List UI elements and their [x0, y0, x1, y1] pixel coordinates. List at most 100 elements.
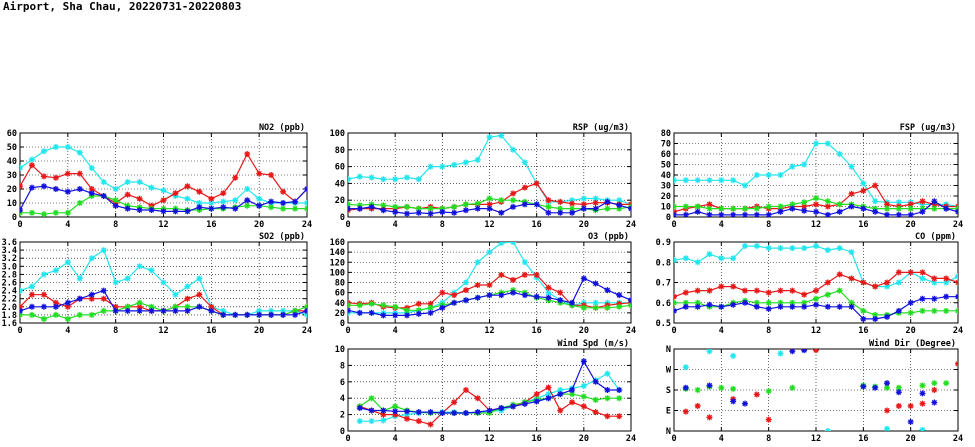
data-point-green	[580, 393, 587, 400]
x-tick-label: 0	[345, 326, 350, 336]
data-point-green	[392, 203, 399, 210]
chart-title: O3 (ppb)	[588, 232, 629, 242]
y-tick-label: 160	[330, 238, 345, 248]
y-tick-label: 2.0	[2, 303, 17, 313]
data-point-red	[813, 287, 819, 294]
data-point-blue	[348, 307, 351, 314]
x-tick-label: 20	[254, 326, 264, 336]
data-point-blue	[777, 303, 784, 310]
data-point-blue	[801, 349, 808, 354]
data-point-blue	[403, 408, 410, 415]
data-point-green	[765, 388, 772, 395]
data-point-blue	[268, 198, 275, 205]
data-point-blue	[682, 303, 689, 310]
data-point-red	[40, 173, 47, 180]
data-point-blue	[392, 408, 399, 415]
data-point-cyan	[76, 149, 83, 156]
data-point-red	[824, 203, 831, 210]
data-point-red	[557, 198, 564, 205]
data-point-blue	[20, 307, 23, 314]
data-point-red	[427, 421, 434, 428]
x-tick-label: 24	[626, 220, 636, 230]
data-point-red	[521, 271, 528, 278]
data-point-green	[403, 203, 410, 210]
data-point-blue	[88, 291, 95, 298]
data-point-green	[112, 197, 119, 204]
y-tick-label: 1.6	[2, 319, 17, 329]
data-point-blue	[545, 294, 552, 301]
x-tick-label: 20	[579, 326, 589, 336]
data-point-green	[415, 205, 422, 212]
series-group	[20, 144, 307, 217]
data-point-green	[474, 200, 481, 207]
data-point-blue	[557, 209, 564, 216]
data-point-green	[801, 299, 808, 306]
data-point-green	[486, 195, 493, 202]
data-point-blue	[368, 309, 375, 316]
data-point-green	[148, 303, 155, 310]
data-point-cyan	[895, 199, 902, 206]
data-point-blue	[569, 387, 576, 393]
data-point-cyan	[474, 259, 481, 266]
y-tick-label: 40	[335, 179, 345, 189]
data-point-red	[895, 269, 902, 276]
data-point-cyan	[813, 243, 819, 250]
y-tick-label: W	[666, 366, 672, 376]
data-point-cyan	[498, 133, 505, 139]
y-tick-label: 2.2	[2, 295, 17, 305]
data-point-blue	[112, 307, 119, 314]
data-point-red	[706, 201, 713, 208]
data-point-green	[40, 315, 47, 322]
data-point-blue	[160, 208, 167, 215]
data-point-green	[592, 396, 599, 403]
data-point-blue	[604, 387, 611, 393]
data-point-cyan	[789, 163, 796, 170]
data-point-blue	[592, 205, 599, 212]
data-point-green	[292, 205, 299, 212]
data-point-blue	[462, 297, 469, 304]
data-point-green	[777, 203, 784, 210]
x-tick-label: 20	[906, 220, 916, 230]
data-point-blue	[765, 305, 772, 312]
data-point-green	[789, 201, 796, 208]
x-tick-label: 12	[158, 220, 168, 230]
data-point-red	[439, 289, 446, 296]
data-point-red	[462, 287, 469, 294]
data-point-blue	[813, 301, 819, 308]
y-tick-label: 40	[7, 157, 17, 167]
y-tick-label: 0.9	[656, 238, 671, 248]
data-point-green	[943, 307, 950, 314]
chart-title: Wind Dir (Degree)	[869, 338, 956, 349]
data-point-blue	[136, 307, 143, 314]
data-point-green	[895, 205, 902, 212]
data-point-green	[884, 384, 890, 391]
y-tick-label: 3.4	[2, 246, 17, 256]
data-point-blue	[860, 383, 867, 390]
data-point-green	[64, 209, 71, 216]
y-tick-label: 60	[661, 150, 671, 160]
data-point-green	[706, 205, 713, 212]
y-tick-label: N	[666, 345, 671, 355]
data-point-green	[304, 205, 307, 212]
data-point-blue	[451, 409, 458, 416]
data-point-blue	[765, 211, 772, 217]
x-tick-label: 0	[345, 434, 350, 444]
data-point-blue	[545, 209, 552, 216]
data-point-red	[545, 197, 552, 204]
y-tick-label: 10	[661, 203, 671, 213]
data-point-cyan	[718, 255, 725, 262]
data-point-green	[392, 303, 399, 310]
data-point-blue	[124, 205, 131, 212]
data-point-blue	[196, 204, 203, 211]
data-point-green	[403, 307, 410, 314]
y-tick-label: 2.4	[2, 287, 17, 297]
data-point-red	[392, 411, 399, 418]
data-point-blue	[28, 303, 35, 310]
x-tick-label: 12	[484, 326, 494, 336]
data-point-cyan	[184, 195, 191, 202]
data-point-blue	[836, 208, 843, 215]
data-point-cyan	[88, 165, 95, 171]
data-point-green	[510, 197, 517, 204]
data-point-cyan	[682, 177, 689, 184]
x-tick-label: 12	[484, 434, 494, 444]
